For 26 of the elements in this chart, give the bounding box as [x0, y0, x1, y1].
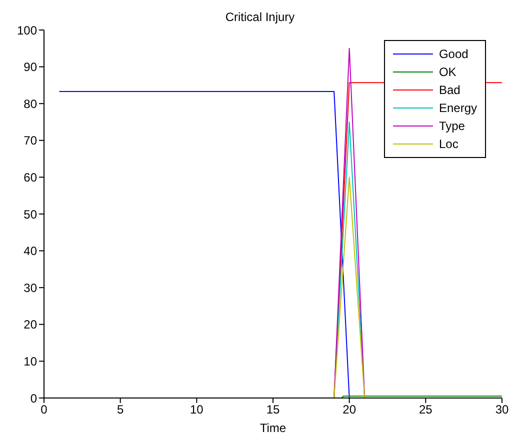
x-tick-label: 0: [40, 402, 48, 417]
y-tick-label: 100: [16, 23, 38, 38]
legend-label: Energy: [438, 101, 477, 115]
chart-title: Critical Injury: [225, 10, 295, 24]
legend-label: Type: [438, 119, 465, 133]
x-tick-label: 10: [190, 402, 204, 417]
y-tick-label: 50: [24, 207, 38, 222]
x-tick-label: 30: [495, 402, 509, 417]
y-tick-label: 70: [24, 134, 38, 148]
y-tick-label: 30: [24, 280, 38, 295]
x-tick-label: 20: [342, 402, 356, 417]
x-tick-label: 15: [266, 402, 280, 417]
y-tick-label: 80: [24, 96, 38, 111]
x-axis-title: Time: [260, 421, 286, 435]
legend-label: Bad: [438, 83, 460, 97]
x-tick-label: 5: [116, 402, 124, 417]
y-tick-label: 0: [30, 391, 38, 406]
y-tick-label: 40: [24, 244, 38, 258]
y-tick-label: 60: [24, 170, 38, 184]
y-tick-label: 20: [24, 318, 38, 332]
legend-label: Loc: [438, 137, 458, 151]
x-tick-label: 25: [418, 402, 433, 417]
y-tick-label: 10: [24, 354, 38, 368]
legend-label: Good: [438, 47, 468, 61]
y-tick-label: 90: [24, 60, 38, 74]
legend-label: OK: [438, 65, 456, 79]
